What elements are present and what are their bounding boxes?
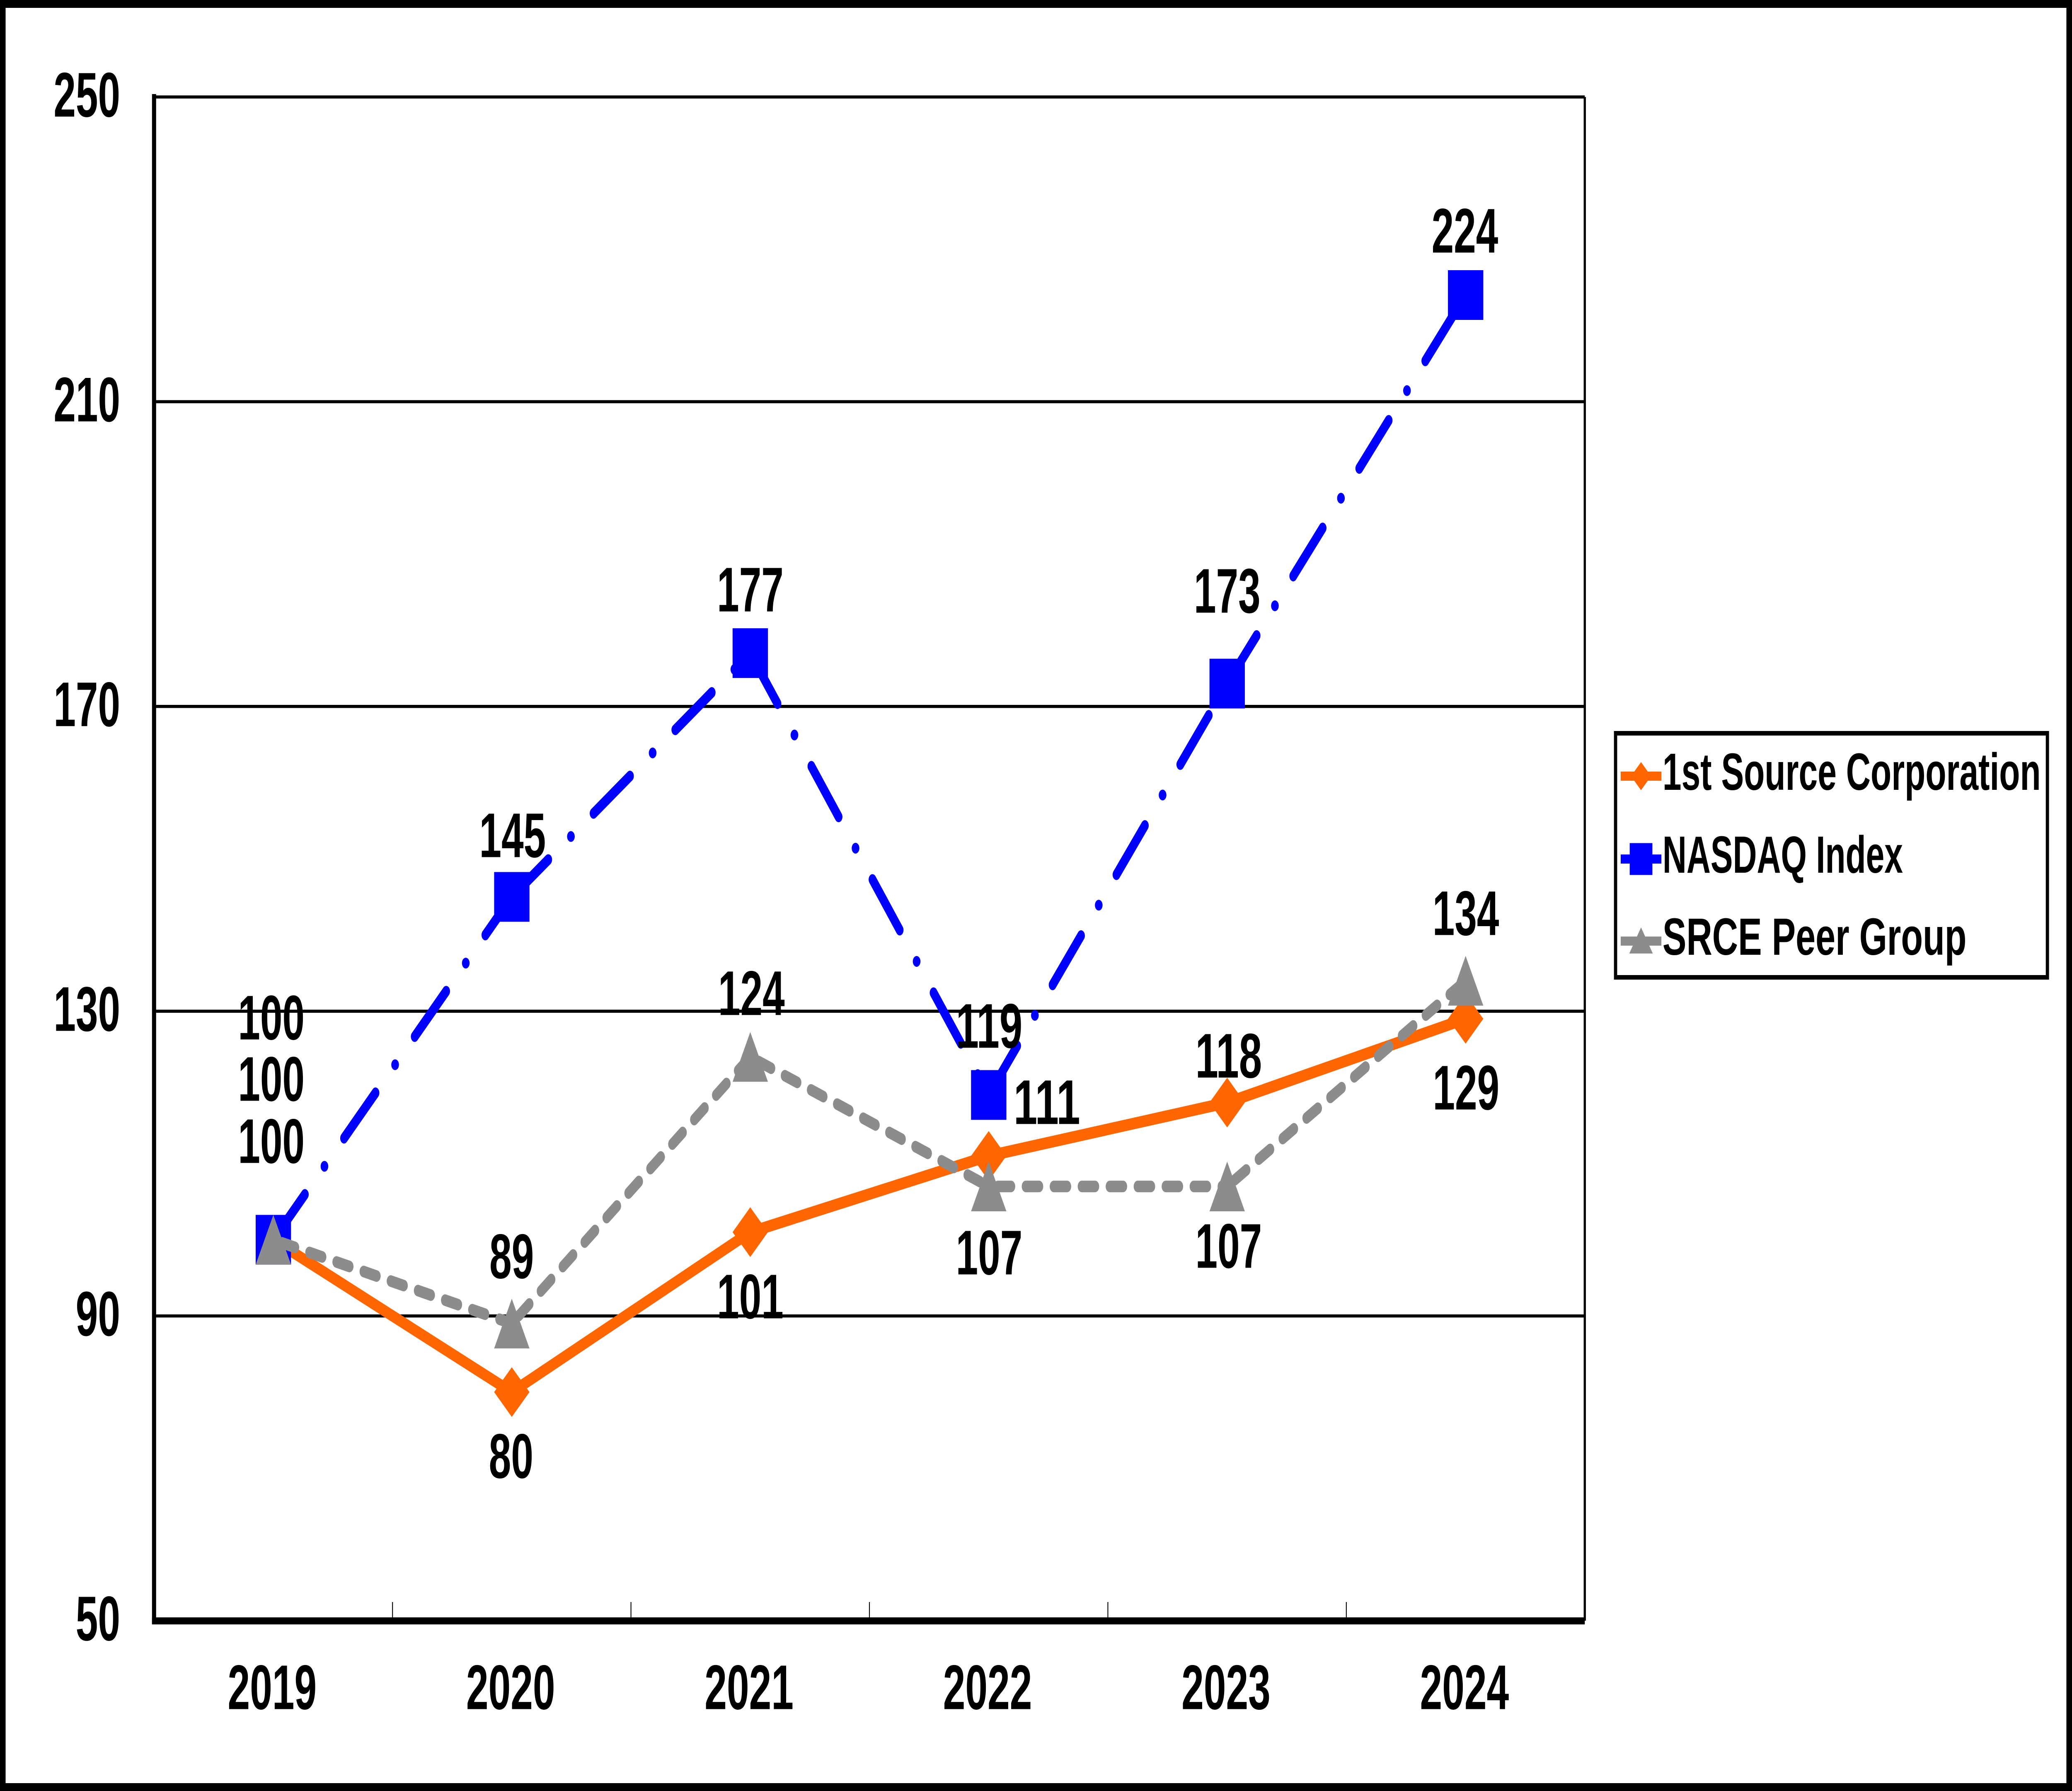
- svg-text:2024: 2024: [1420, 1652, 1509, 1723]
- svg-text:111: 111: [1014, 1067, 1080, 1138]
- svg-text:2021: 2021: [704, 1652, 794, 1723]
- svg-text:107: 107: [1196, 1211, 1262, 1282]
- svg-text:50: 50: [76, 1583, 120, 1654]
- svg-text:250: 250: [53, 60, 120, 131]
- svg-text:107: 107: [956, 1217, 1023, 1288]
- svg-text:100: 100: [238, 1044, 305, 1115]
- svg-text:2020: 2020: [466, 1652, 555, 1723]
- svg-text:170: 170: [53, 669, 120, 740]
- svg-text:119: 119: [956, 991, 1023, 1062]
- svg-text:224: 224: [1432, 196, 1498, 266]
- svg-text:100: 100: [238, 983, 305, 1053]
- svg-text:101: 101: [717, 1261, 784, 1332]
- svg-text:2023: 2023: [1181, 1652, 1271, 1723]
- svg-text:210: 210: [53, 365, 120, 436]
- svg-text:90: 90: [76, 1279, 120, 1350]
- svg-text:145: 145: [479, 800, 546, 871]
- svg-text:177: 177: [717, 554, 784, 625]
- svg-text:80: 80: [489, 1421, 533, 1492]
- svg-text:2019: 2019: [228, 1652, 317, 1723]
- svg-text:118: 118: [1196, 1021, 1262, 1092]
- svg-text:130: 130: [53, 974, 120, 1045]
- svg-text:129: 129: [1433, 1053, 1499, 1123]
- svg-text:124: 124: [718, 958, 785, 1029]
- svg-text:89: 89: [489, 1221, 534, 1292]
- svg-text:134: 134: [1433, 878, 1499, 949]
- svg-text:1st Source Corporation: 1st Source Corporation: [1663, 743, 2041, 801]
- svg-text:SRCE Peer Group: SRCE Peer Group: [1663, 908, 1967, 966]
- svg-text:100: 100: [238, 1106, 305, 1177]
- svg-text:173: 173: [1194, 556, 1261, 627]
- svg-text:NASDAQ Index: NASDAQ Index: [1663, 826, 1903, 884]
- svg-text:2022: 2022: [943, 1652, 1032, 1723]
